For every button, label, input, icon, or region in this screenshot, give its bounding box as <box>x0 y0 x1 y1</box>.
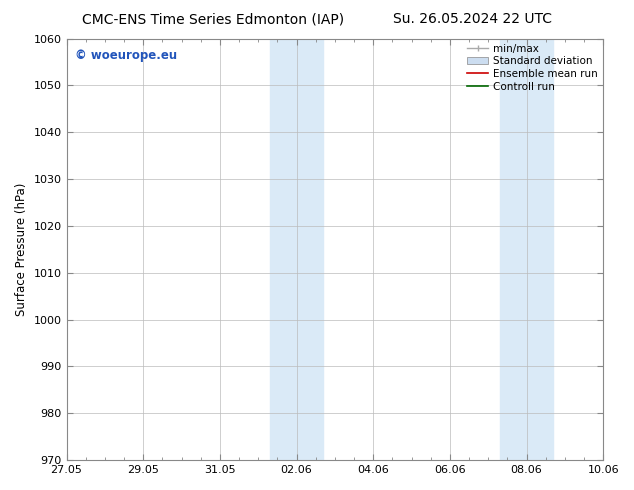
Text: Su. 26.05.2024 22 UTC: Su. 26.05.2024 22 UTC <box>392 12 552 26</box>
Legend: min/max, Standard deviation, Ensemble mean run, Controll run: min/max, Standard deviation, Ensemble me… <box>465 42 600 94</box>
Bar <box>297 39 323 460</box>
Text: © woeurope.eu: © woeurope.eu <box>75 49 177 62</box>
Bar <box>269 39 297 460</box>
Bar <box>500 39 526 460</box>
Y-axis label: Surface Pressure (hPa): Surface Pressure (hPa) <box>15 183 28 316</box>
Bar <box>526 39 553 460</box>
Text: CMC-ENS Time Series Edmonton (IAP): CMC-ENS Time Series Edmonton (IAP) <box>82 12 344 26</box>
